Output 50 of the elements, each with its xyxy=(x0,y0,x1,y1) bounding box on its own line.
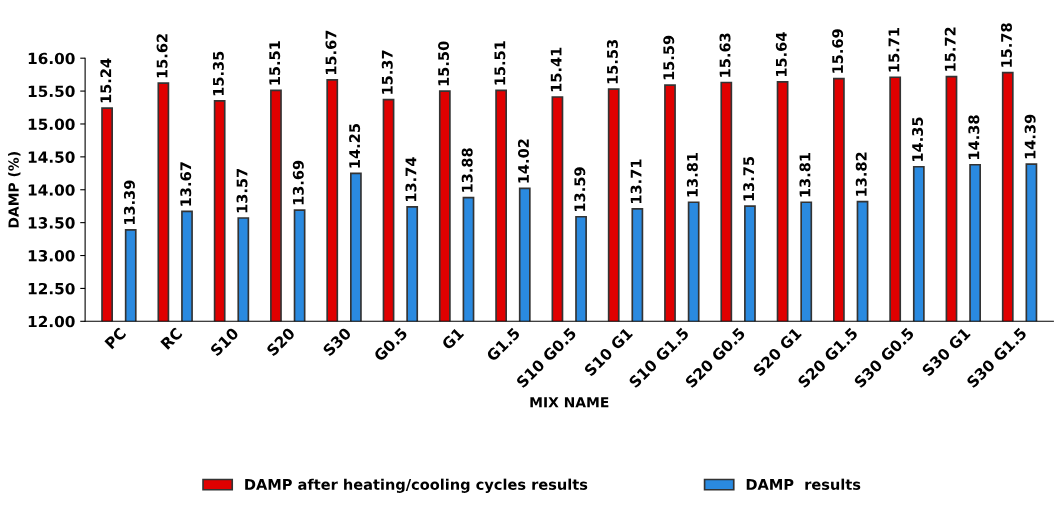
data-label: 15.51 xyxy=(494,41,506,85)
y-tick-label: 15.50 xyxy=(28,85,75,98)
data-label: 15.37 xyxy=(381,50,393,94)
data-label: 13.57 xyxy=(236,168,248,213)
data-label: 15.53 xyxy=(606,39,618,84)
data-label: 13.71 xyxy=(630,159,642,204)
x-axis-title: MIX NAME xyxy=(530,397,609,408)
data-label: 15.50 xyxy=(438,41,450,86)
y-tick-label: 14.00 xyxy=(28,184,75,196)
data-label: 13.75 xyxy=(743,156,755,201)
data-label: 15.72 xyxy=(944,27,956,71)
data-label: 15.78 xyxy=(1000,23,1012,67)
data-label: 14.25 xyxy=(349,124,361,168)
data-label: 15.59 xyxy=(663,35,675,80)
data-label: 15.69 xyxy=(832,29,844,73)
x-tick-label: G1 xyxy=(441,327,465,351)
y-tick-label: 15.00 xyxy=(28,118,75,130)
y-tick-label: 13.00 xyxy=(28,250,75,262)
data-label: 13.59 xyxy=(574,167,586,211)
data-label: 13.67 xyxy=(180,162,192,206)
y-tick-label: 12.50 xyxy=(28,282,75,295)
data-label: 15.67 xyxy=(325,30,337,75)
data-label: 15.24 xyxy=(100,58,112,103)
y-tick-label: 13.50 xyxy=(28,217,75,229)
data-label: 13.39 xyxy=(123,180,135,225)
legend-label: DAMP after heating/cooling cycles results xyxy=(245,478,588,493)
data-label: 13.82 xyxy=(855,152,867,196)
y-tick-label: 16.00 xyxy=(28,52,75,65)
data-label: 13.81 xyxy=(686,152,698,197)
y-tick-label: 14.50 xyxy=(28,151,75,163)
y-axis-title: DAMP (%) xyxy=(8,152,21,228)
data-label: 15.63 xyxy=(719,33,731,77)
x-tick-label: PC xyxy=(104,327,127,350)
y-tick-label: 12.00 xyxy=(28,315,75,328)
data-label: 15.51 xyxy=(269,41,281,85)
data-label: 13.69 xyxy=(292,160,304,205)
data-label: 14.02 xyxy=(517,139,529,183)
x-tick-label: RC xyxy=(160,327,183,350)
data-label: 15.64 xyxy=(775,32,787,77)
legend-label: DAMP results xyxy=(746,478,861,490)
data-label: 13.74 xyxy=(405,157,417,202)
data-label: 15.35 xyxy=(212,51,224,96)
data-label: 13.88 xyxy=(461,148,473,192)
data-label: 15.71 xyxy=(888,27,900,72)
data-label: 14.35 xyxy=(912,117,924,161)
data-label: 15.62 xyxy=(156,34,168,78)
data-label: 13.81 xyxy=(799,152,811,197)
data-label: 15.41 xyxy=(550,47,562,92)
data-label: 14.39 xyxy=(1024,114,1036,159)
data-label: 14.38 xyxy=(968,115,980,159)
